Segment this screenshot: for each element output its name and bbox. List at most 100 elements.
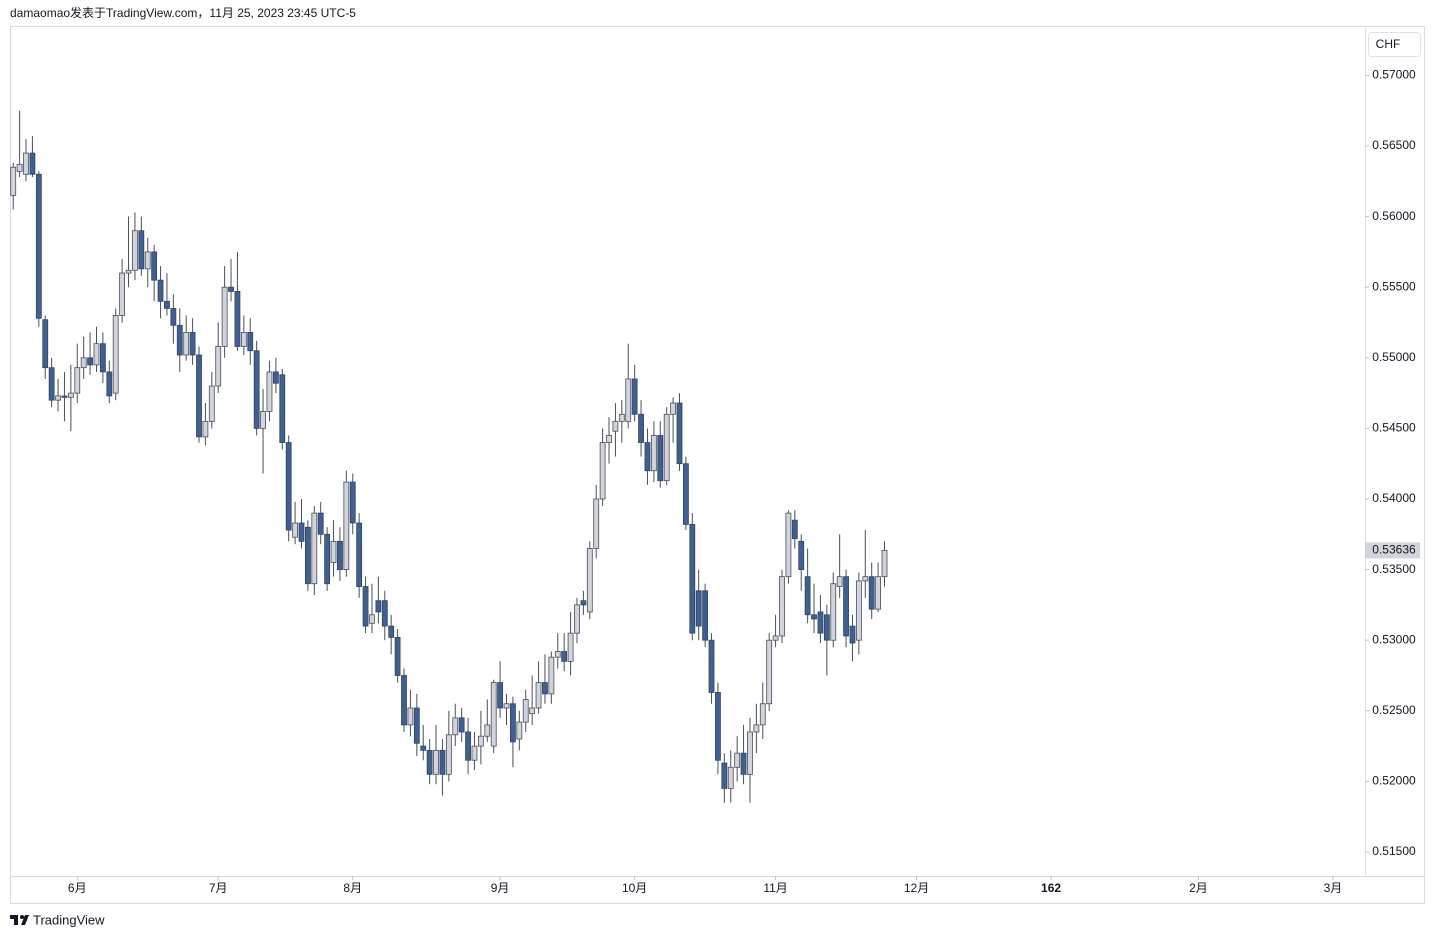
candle-body	[542, 682, 548, 695]
x-tick-label: 8月	[343, 881, 362, 895]
candle-body	[785, 512, 792, 578]
candle-body	[490, 682, 497, 747]
candle-body	[298, 522, 305, 542]
candle-body	[240, 331, 247, 347]
candle-body	[375, 600, 382, 613]
candle-body	[29, 152, 36, 175]
candle-body	[753, 724, 760, 733]
y-tick-label: 0.52500	[1372, 703, 1416, 717]
candle-body	[580, 600, 587, 606]
candle-body	[311, 512, 318, 585]
candle-body	[228, 286, 234, 292]
candle-body	[676, 402, 683, 465]
candle-body	[772, 635, 779, 641]
candle-body	[48, 367, 55, 401]
x-tick-label: 11月	[763, 881, 787, 895]
candle-body	[202, 420, 209, 438]
candle-body	[253, 350, 260, 429]
candle-body	[381, 600, 388, 627]
candle-body	[727, 766, 734, 789]
candle-body	[497, 682, 504, 709]
y-tick-label: 0.53500	[1372, 562, 1416, 576]
candle-body	[503, 703, 510, 709]
candle-body	[401, 675, 407, 726]
candle-body	[855, 580, 862, 641]
candle-body	[561, 651, 568, 662]
candle-body	[516, 721, 523, 740]
candle-body	[574, 604, 580, 634]
candle-body	[439, 749, 446, 775]
candle-body	[586, 548, 593, 613]
candle-body	[606, 435, 612, 443]
candle-body	[484, 724, 491, 737]
candle-body	[670, 402, 676, 415]
candle-body	[305, 526, 311, 585]
candle-body	[804, 576, 811, 616]
chart-frame	[10, 26, 1425, 904]
candle-body	[465, 731, 471, 761]
y-tick-label: 0.53000	[1372, 632, 1416, 646]
candle-body	[599, 442, 606, 500]
x-tick-label: 2月	[1189, 881, 1208, 895]
candle-body	[138, 230, 145, 270]
candle-body	[317, 512, 324, 535]
candle-body	[157, 279, 164, 302]
candle-body	[849, 625, 856, 644]
candle-body	[189, 331, 196, 356]
x-tick-label: 12月	[904, 881, 929, 895]
candle-body	[183, 331, 190, 356]
candle-body	[87, 357, 93, 366]
candle-body	[247, 331, 254, 352]
x-tick-label: 9月	[491, 881, 510, 895]
candle-body	[362, 586, 369, 627]
y-tick-label: 0.55500	[1372, 279, 1416, 293]
candle-body	[292, 522, 298, 538]
y-tick-label: 0.54000	[1372, 491, 1416, 505]
candle-body	[715, 692, 721, 761]
currency-button[interactable]	[1368, 32, 1421, 57]
candle-body	[663, 413, 670, 482]
candle-body	[759, 703, 766, 726]
candle-body	[721, 762, 728, 789]
candle-body	[510, 703, 516, 743]
header-title: damaomao发表于TradingView.com，11月 25, 2023 …	[10, 5, 356, 20]
candle-body	[112, 315, 119, 394]
x-tick-label: 162	[1041, 881, 1061, 895]
candle-body	[151, 251, 158, 281]
candle-body	[221, 286, 228, 347]
candle-body	[106, 371, 113, 397]
candle-body	[433, 749, 439, 775]
candle-body	[208, 385, 215, 422]
candle-body	[196, 354, 202, 438]
candle-body	[817, 611, 824, 634]
candle-body	[35, 173, 42, 319]
candle-body	[836, 576, 843, 587]
candle-body	[522, 699, 529, 723]
y-tick-label: 0.54500	[1372, 421, 1416, 435]
candle-body	[413, 707, 420, 744]
candle-body	[638, 413, 644, 443]
candle-body	[23, 152, 29, 175]
candle-body	[708, 639, 715, 693]
candle-body	[567, 632, 574, 662]
candle-body	[74, 367, 81, 394]
candle-body	[234, 291, 241, 347]
candle-body	[625, 378, 632, 422]
candle-body	[93, 343, 100, 366]
y-tick-label: 0.56500	[1372, 138, 1416, 152]
candle-body	[734, 752, 741, 768]
candle-body	[170, 307, 177, 326]
candle-body	[798, 540, 805, 571]
candle-body	[343, 481, 350, 571]
candle-body	[657, 435, 664, 482]
candle-body	[388, 625, 395, 638]
candle-body	[349, 481, 356, 524]
candle-body	[529, 707, 536, 715]
candle-body	[215, 346, 222, 387]
candle-body	[682, 463, 689, 525]
candle-body	[535, 682, 542, 709]
candle-body	[260, 411, 266, 429]
candle-body	[823, 614, 830, 641]
candle-body	[689, 524, 696, 634]
